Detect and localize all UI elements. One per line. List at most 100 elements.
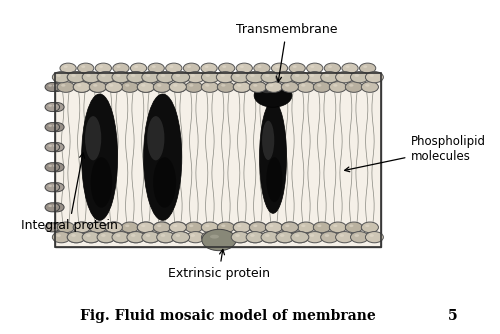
Circle shape bbox=[156, 71, 174, 83]
Circle shape bbox=[250, 222, 266, 233]
Circle shape bbox=[173, 84, 178, 87]
Circle shape bbox=[60, 63, 76, 73]
Circle shape bbox=[160, 74, 165, 77]
Circle shape bbox=[317, 224, 322, 227]
Circle shape bbox=[234, 222, 250, 233]
Circle shape bbox=[142, 71, 160, 83]
Ellipse shape bbox=[153, 157, 176, 208]
Circle shape bbox=[291, 231, 309, 243]
Circle shape bbox=[116, 65, 120, 68]
Circle shape bbox=[333, 84, 338, 87]
Circle shape bbox=[125, 224, 130, 227]
Circle shape bbox=[253, 84, 258, 87]
Circle shape bbox=[324, 63, 340, 73]
Circle shape bbox=[314, 81, 330, 92]
Circle shape bbox=[237, 224, 242, 227]
Circle shape bbox=[258, 65, 262, 68]
Text: Extrinsic protein: Extrinsic protein bbox=[168, 249, 270, 280]
Circle shape bbox=[141, 84, 146, 87]
Circle shape bbox=[45, 123, 60, 132]
Circle shape bbox=[295, 234, 300, 237]
Circle shape bbox=[109, 84, 114, 87]
Circle shape bbox=[116, 234, 120, 237]
Circle shape bbox=[253, 84, 258, 87]
Circle shape bbox=[246, 71, 264, 83]
Circle shape bbox=[48, 185, 52, 187]
Circle shape bbox=[231, 71, 249, 83]
Circle shape bbox=[220, 234, 225, 237]
Circle shape bbox=[109, 224, 114, 227]
Circle shape bbox=[306, 63, 323, 73]
Circle shape bbox=[68, 231, 85, 243]
Circle shape bbox=[170, 81, 186, 92]
Text: Fig. Fluid mosaic model of membrane: Fig. Fluid mosaic model of membrane bbox=[80, 309, 376, 323]
Circle shape bbox=[346, 81, 362, 92]
Circle shape bbox=[90, 222, 106, 233]
Circle shape bbox=[160, 234, 165, 237]
Circle shape bbox=[77, 224, 82, 227]
Circle shape bbox=[53, 165, 56, 167]
Circle shape bbox=[176, 74, 180, 77]
Circle shape bbox=[101, 234, 105, 237]
Circle shape bbox=[97, 71, 115, 83]
Circle shape bbox=[81, 65, 86, 68]
Circle shape bbox=[154, 222, 170, 233]
Circle shape bbox=[148, 63, 164, 73]
Circle shape bbox=[48, 165, 52, 167]
Circle shape bbox=[282, 222, 298, 233]
Circle shape bbox=[266, 81, 282, 92]
Circle shape bbox=[186, 71, 204, 83]
Circle shape bbox=[298, 81, 314, 92]
Circle shape bbox=[190, 74, 195, 77]
Ellipse shape bbox=[260, 101, 286, 213]
Circle shape bbox=[237, 224, 242, 227]
Circle shape bbox=[276, 71, 294, 83]
Circle shape bbox=[285, 224, 290, 227]
Circle shape bbox=[295, 74, 300, 77]
Circle shape bbox=[186, 81, 202, 92]
Circle shape bbox=[127, 231, 145, 243]
Circle shape bbox=[45, 163, 60, 172]
Circle shape bbox=[131, 234, 136, 237]
Circle shape bbox=[236, 74, 240, 77]
Circle shape bbox=[50, 123, 64, 132]
Circle shape bbox=[218, 222, 234, 233]
Circle shape bbox=[269, 224, 274, 227]
Circle shape bbox=[285, 224, 290, 227]
Ellipse shape bbox=[85, 116, 101, 160]
Circle shape bbox=[82, 231, 100, 243]
Circle shape bbox=[250, 234, 254, 237]
Circle shape bbox=[189, 84, 194, 87]
Circle shape bbox=[202, 222, 218, 233]
Circle shape bbox=[310, 65, 314, 68]
Circle shape bbox=[157, 224, 162, 227]
Circle shape bbox=[170, 222, 186, 233]
Circle shape bbox=[282, 81, 298, 92]
Circle shape bbox=[246, 231, 264, 243]
Circle shape bbox=[106, 81, 122, 92]
Circle shape bbox=[202, 229, 236, 250]
Circle shape bbox=[280, 74, 284, 77]
Text: Phospholipid
molecules: Phospholipid molecules bbox=[344, 135, 486, 172]
Circle shape bbox=[50, 163, 64, 172]
Circle shape bbox=[206, 74, 210, 77]
Circle shape bbox=[250, 222, 266, 233]
Circle shape bbox=[231, 231, 249, 243]
Circle shape bbox=[265, 74, 270, 77]
Circle shape bbox=[113, 63, 129, 73]
Circle shape bbox=[53, 125, 56, 127]
Circle shape bbox=[116, 234, 120, 237]
Circle shape bbox=[77, 224, 82, 227]
Circle shape bbox=[222, 65, 226, 68]
Circle shape bbox=[340, 234, 344, 237]
Circle shape bbox=[190, 234, 195, 237]
Circle shape bbox=[298, 222, 314, 233]
Circle shape bbox=[64, 65, 68, 68]
Circle shape bbox=[52, 231, 70, 243]
Circle shape bbox=[82, 71, 100, 83]
Circle shape bbox=[173, 224, 178, 227]
Circle shape bbox=[342, 63, 358, 73]
Circle shape bbox=[216, 231, 234, 243]
Circle shape bbox=[276, 231, 294, 243]
Circle shape bbox=[61, 224, 66, 227]
